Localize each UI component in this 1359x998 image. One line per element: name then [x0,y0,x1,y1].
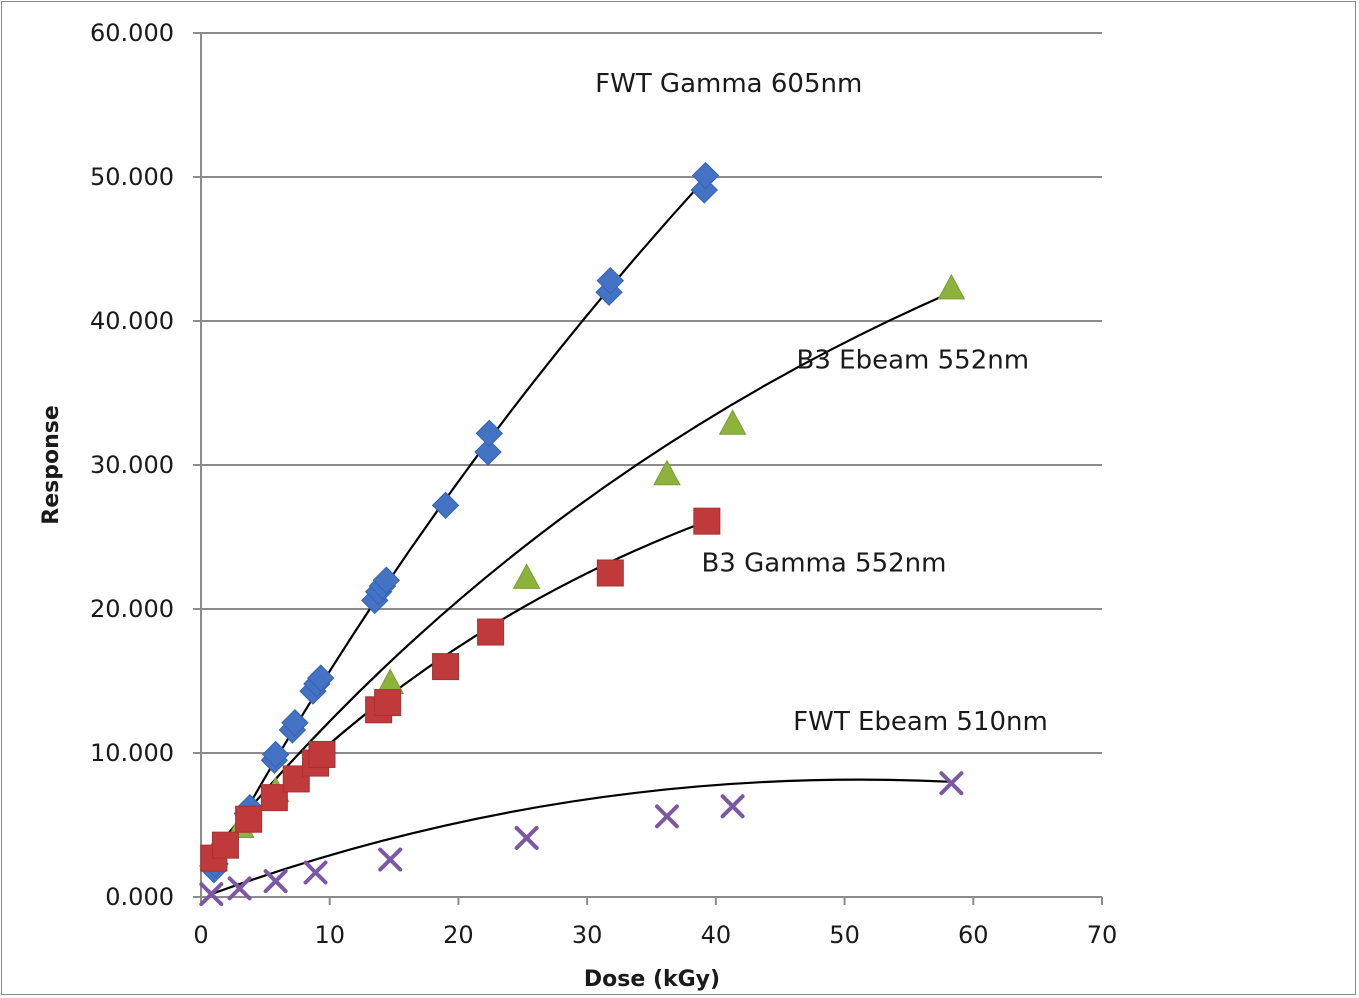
data-point-square [235,805,263,833]
series-labels: FWT Gamma 605nm B3 Ebeam 552nm B3 Gamma 55… [595,69,1048,737]
data-point-square [211,831,239,859]
gridlines [201,32,1102,754]
data-point-x [939,771,964,796]
y-tick-label: 10.000 [90,739,174,767]
x-tick-label: 70 [1087,921,1118,949]
series-label-b3-gamma-552nm: B3 Gamma 552nm [701,549,946,579]
data-point-square [374,689,402,717]
data-point-square [596,559,624,587]
y-tick-label: 60.000 [90,19,174,47]
data-point-x [654,804,679,829]
data-point-diamond [372,566,401,594]
data-point-diamond [306,664,335,692]
data-point-x [720,794,745,819]
data-point-x [378,847,403,872]
data-point-diamond [596,266,625,295]
x-tick-label: 0 [193,921,208,949]
data-point-square [477,618,505,646]
data-point-triangle [718,409,747,435]
data-point-x [514,825,539,850]
y-tick-label: 50.000 [90,163,174,191]
data-point-diamond [431,491,460,520]
x-tick-label: 60 [958,921,989,949]
axes [193,32,1103,905]
data-point-triangle [653,459,681,486]
data-point-x [303,860,328,885]
y-tick-label: 0.000 [105,883,174,911]
trendline-fwt-ebeam-510nm [210,778,952,896]
x-tick-label: 30 [572,921,603,949]
data-point-square [432,653,460,681]
y-tick-label: 30.000 [90,451,174,479]
tick-labels: 0.000 10.000 20.000 30.000 40.000 50.000 60.00… [90,19,1117,949]
data-point-x [227,876,252,901]
data-point-diamond [281,709,309,737]
data-point-x [199,882,224,907]
data-point-triangle [512,563,541,589]
x-axis-title: Dose (kGy) [584,967,720,992]
x-tick-label: 20 [443,921,474,949]
series-label-fwt-ebeam-510nm: FWT Ebeam 510nm [793,707,1048,737]
data-point-diamond [261,740,290,769]
series-label-fwt-gamma-605nm: FWT Gamma 605nm [595,69,862,99]
data-point-diamond [475,419,504,448]
data-markers [198,161,966,907]
data-point-square [693,507,721,535]
data-point-square [308,740,336,768]
data-point-diamond [691,161,720,190]
x-tick-label: 10 [314,921,345,949]
trendline-b3-ebeam-552nm [211,291,952,854]
data-point-diamond [474,438,502,466]
data-point-triangle [937,273,966,300]
y-tick-label: 40.000 [90,307,174,335]
x-tick-label: 50 [829,921,860,949]
y-axis-title: Response [39,405,64,525]
data-point-x [263,869,288,894]
x-tick-label: 40 [701,921,732,949]
y-tick-label: 20.000 [90,595,174,623]
series-label-b3-ebeam-552nm: B3 Ebeam 552nm [797,346,1030,376]
trendlines [210,180,952,896]
